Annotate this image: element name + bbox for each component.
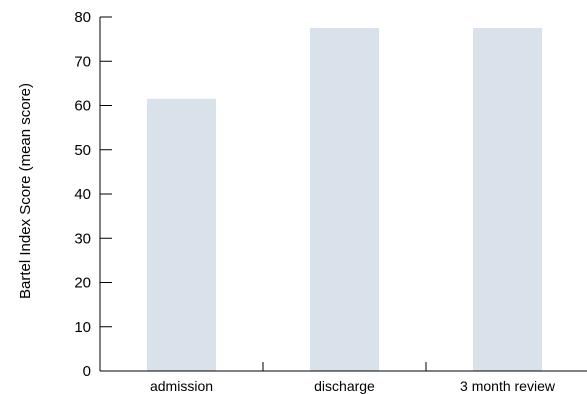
y-tick-label: 80 (74, 9, 91, 26)
labels-layer: admission discharge 3 month review 0 10 20 30 4… (74, 9, 556, 394)
x-tick-label: admission (150, 378, 213, 394)
bar-discharge (310, 28, 379, 371)
x-tick-label: discharge (314, 378, 375, 394)
y-tick-label: 10 (74, 319, 91, 336)
y-tick-label: 70 (74, 53, 91, 70)
x-tick-label: 3 month review (460, 378, 556, 394)
axes-layer (99, 16, 587, 372)
y-tick-label: 0 (83, 363, 91, 380)
bars-layer (147, 28, 542, 372)
y-axis-title: Bartel Index Score (mean score) (17, 83, 34, 299)
bar-3-month-review (473, 28, 542, 371)
y-tick-label: 50 (74, 142, 91, 159)
y-tick-label: 60 (74, 98, 91, 115)
y-tick-label: 30 (74, 230, 91, 247)
y-tick-label: 20 (74, 275, 91, 292)
bar-admission (147, 98, 216, 372)
y-tick-label: 40 (74, 186, 91, 203)
